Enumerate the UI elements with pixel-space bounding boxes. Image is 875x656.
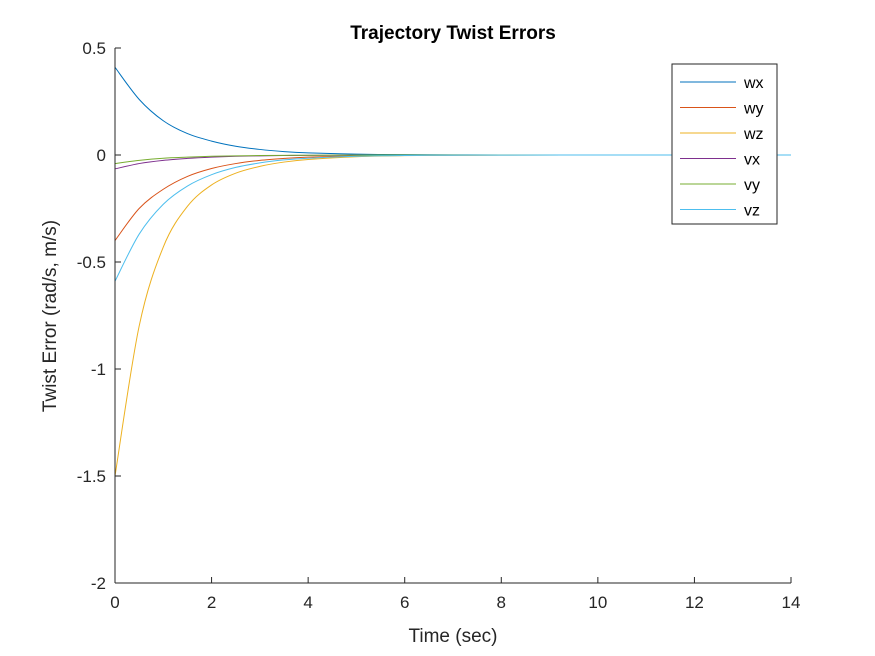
legend-label-wx: wx: [743, 75, 764, 92]
legend-label-wz: wz: [743, 126, 764, 143]
y-tick-label: 0.5: [82, 39, 106, 58]
y-tick-label: -1.5: [77, 467, 106, 486]
legend-label-vz: vz: [744, 203, 760, 220]
series-line-vz: [114, 154, 791, 282]
x-tick-label: 2: [207, 593, 216, 612]
legend-label-vy: vy: [744, 177, 760, 194]
y-tick-label: -0.5: [77, 253, 106, 272]
series-layer: [114, 66, 791, 477]
y-tick-label: -2: [91, 574, 106, 593]
x-tick-label: 0: [110, 593, 119, 612]
legend-label-wy: wy: [743, 101, 764, 118]
x-axis-label: Time (sec): [408, 626, 497, 647]
y-axis-label: Twist Error (rad/s, m/s): [40, 220, 61, 412]
x-tick-label: 10: [588, 593, 607, 612]
legend-box: [671, 63, 778, 225]
axes-layer: 0 2 4 6 8 10 12 14 -2 -1.5 -1 -0.5 0 0.5: [77, 39, 801, 612]
x-tick-label: 4: [303, 593, 312, 612]
y-tick-label: 0: [97, 146, 106, 165]
x-tick-label: 14: [782, 593, 801, 612]
x-tick-label: 8: [497, 593, 506, 612]
x-tick-label: 6: [400, 593, 409, 612]
legend-label-vx: vx: [744, 152, 760, 169]
chart-title: Trajectory Twist Errors: [350, 23, 556, 44]
y-tick-label: -1: [91, 360, 106, 379]
x-tick-label: 12: [685, 593, 704, 612]
legend: wx wy wz vx vy vz: [671, 63, 778, 225]
